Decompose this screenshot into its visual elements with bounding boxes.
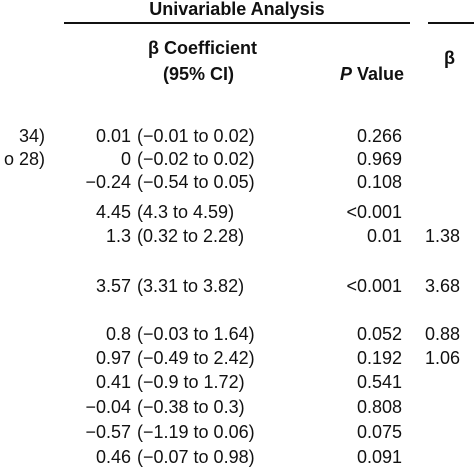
ci: (−0.54 to 0.05) bbox=[137, 172, 255, 192]
p-value: 0.192 bbox=[356, 348, 402, 368]
coef: 0.8 bbox=[105, 324, 131, 344]
coef: 0.97 bbox=[95, 348, 131, 368]
p-italic: P bbox=[339, 64, 352, 84]
coef: 0.46 bbox=[95, 447, 131, 467]
coef: −0.57 bbox=[85, 422, 131, 442]
ci: (−0.02 to 0.02) bbox=[137, 149, 255, 169]
ci: (−1.19 to 0.06) bbox=[137, 422, 255, 442]
right-coef: 3.68 bbox=[425, 276, 461, 296]
beta-header: β Coefficient bbox=[148, 38, 257, 58]
coef: −0.24 bbox=[85, 172, 131, 192]
ci: (−0.07 to 0.98) bbox=[137, 447, 255, 467]
ci: (−0.38 to 0.3) bbox=[137, 397, 245, 417]
p-header: P Value bbox=[340, 64, 404, 84]
p-value: 0.108 bbox=[356, 172, 402, 192]
group-header: Univariable Analysis bbox=[149, 0, 325, 19]
p-value: 0.01 bbox=[366, 226, 402, 246]
right-coef: 0.88 bbox=[425, 324, 461, 344]
p-value: <0.001 bbox=[346, 276, 402, 296]
p-value: 0.052 bbox=[356, 324, 402, 344]
ci: (−0.9 to 1.72) bbox=[137, 372, 245, 392]
ci-header: (95% CI) bbox=[163, 64, 235, 84]
p-value: 0.091 bbox=[356, 447, 402, 467]
p-value: <0.001 bbox=[346, 202, 402, 222]
p-value: 0.075 bbox=[356, 422, 402, 442]
group-rule bbox=[428, 22, 474, 24]
right-beta-header: β bbox=[444, 48, 455, 68]
left-fragment: 34) bbox=[18, 126, 45, 146]
ci: (−0.03 to 1.64) bbox=[137, 324, 255, 344]
coef: 4.45 bbox=[95, 202, 131, 222]
right-coef: 1.06 bbox=[425, 348, 461, 368]
ci: (3.31 to 3.82) bbox=[137, 276, 245, 296]
coef: 0.01 bbox=[95, 126, 131, 146]
coef: 0 bbox=[120, 149, 131, 169]
coef: 0.41 bbox=[95, 372, 131, 392]
p-value: 0.969 bbox=[356, 149, 402, 169]
left-fragment: o 28) bbox=[3, 149, 45, 169]
ci: (0.32 to 2.28) bbox=[137, 226, 245, 246]
p-value: 0.808 bbox=[356, 397, 402, 417]
coef: 3.57 bbox=[95, 276, 131, 296]
ci: (−0.49 to 2.42) bbox=[137, 348, 255, 368]
p-value: 0.541 bbox=[356, 372, 402, 392]
p-rest: Value bbox=[356, 64, 404, 84]
ci: (−0.01 to 0.02) bbox=[137, 126, 255, 146]
p-value: 0.266 bbox=[356, 126, 402, 146]
coef: −0.04 bbox=[85, 397, 131, 417]
group-rule bbox=[64, 22, 410, 24]
right-coef: 1.38 bbox=[425, 226, 461, 246]
ci: (4.3 to 4.59) bbox=[137, 202, 235, 222]
coef: 1.3 bbox=[105, 226, 131, 246]
